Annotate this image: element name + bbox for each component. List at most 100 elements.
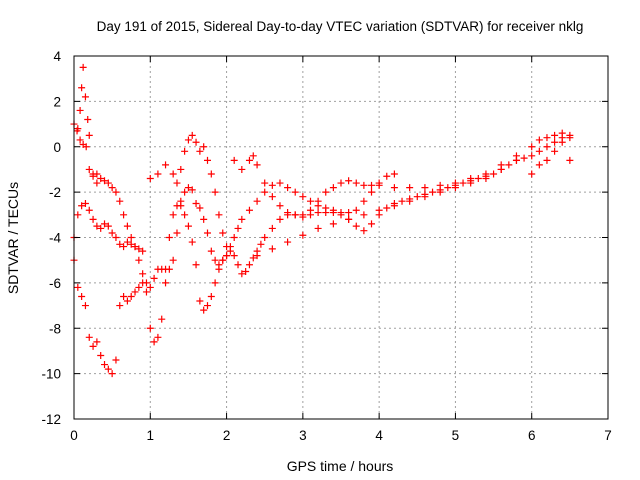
series-track-2 bbox=[70, 120, 398, 346]
data-point bbox=[337, 209, 345, 217]
data-point bbox=[261, 234, 269, 241]
data-points bbox=[70, 63, 574, 378]
data-point bbox=[566, 156, 574, 164]
data-point bbox=[181, 188, 189, 196]
data-point bbox=[184, 222, 192, 230]
data-point bbox=[150, 338, 158, 346]
data-point bbox=[284, 209, 292, 217]
data-point bbox=[165, 234, 173, 241]
data-point bbox=[234, 224, 242, 232]
data-point bbox=[566, 134, 574, 142]
data-point bbox=[436, 181, 444, 189]
data-point bbox=[238, 215, 246, 223]
y-tick-label: 4 bbox=[53, 49, 61, 64]
data-point bbox=[169, 256, 177, 264]
data-point bbox=[184, 136, 192, 144]
data-point bbox=[173, 229, 181, 237]
data-point bbox=[162, 279, 170, 287]
data-point bbox=[390, 202, 398, 210]
data-point bbox=[558, 138, 566, 146]
data-point bbox=[104, 222, 112, 230]
data-point bbox=[97, 351, 105, 359]
data-point bbox=[329, 184, 337, 192]
data-point bbox=[535, 147, 543, 155]
data-point bbox=[79, 63, 87, 71]
data-point bbox=[120, 243, 128, 251]
data-point bbox=[204, 156, 211, 164]
data-point bbox=[551, 147, 559, 155]
data-point bbox=[154, 170, 162, 178]
data-point bbox=[120, 211, 128, 219]
data-point bbox=[112, 234, 120, 241]
data-point bbox=[238, 270, 246, 278]
data-point bbox=[177, 165, 185, 173]
data-point bbox=[127, 240, 135, 248]
data-point bbox=[135, 245, 143, 253]
data-point bbox=[146, 324, 154, 332]
data-point bbox=[245, 156, 253, 164]
data-point bbox=[108, 370, 116, 378]
data-point bbox=[230, 234, 238, 241]
data-point bbox=[123, 222, 131, 230]
data-point bbox=[116, 197, 124, 205]
data-point bbox=[345, 215, 353, 223]
data-point bbox=[200, 143, 208, 151]
data-point bbox=[242, 268, 250, 276]
data-point bbox=[97, 224, 105, 232]
data-point bbox=[352, 206, 360, 214]
data-point bbox=[360, 211, 368, 219]
data-point bbox=[421, 193, 429, 201]
data-point bbox=[196, 297, 204, 305]
data-point bbox=[120, 292, 128, 300]
data-point bbox=[108, 229, 116, 237]
data-point bbox=[375, 181, 383, 189]
data-point bbox=[112, 188, 120, 196]
data-point bbox=[467, 179, 475, 187]
data-point bbox=[158, 315, 166, 323]
data-point bbox=[215, 211, 223, 219]
data-point bbox=[196, 147, 204, 155]
data-point bbox=[78, 292, 86, 300]
data-point bbox=[322, 188, 330, 196]
data-point bbox=[368, 181, 376, 189]
data-point bbox=[104, 365, 112, 373]
data-point bbox=[249, 152, 257, 160]
data-point bbox=[223, 243, 231, 251]
data-point bbox=[520, 154, 528, 162]
data-point bbox=[135, 283, 143, 291]
data-point bbox=[451, 184, 459, 192]
data-point bbox=[474, 175, 482, 183]
data-point bbox=[375, 206, 383, 214]
data-point bbox=[181, 211, 189, 219]
data-point bbox=[314, 224, 322, 232]
data-point bbox=[123, 297, 131, 305]
data-point bbox=[329, 220, 337, 228]
data-point bbox=[238, 165, 246, 173]
data-point bbox=[551, 138, 559, 146]
data-point bbox=[291, 211, 299, 219]
data-point bbox=[127, 234, 135, 241]
data-point bbox=[219, 229, 227, 237]
data-point bbox=[93, 338, 101, 346]
data-point bbox=[276, 215, 284, 223]
data-point bbox=[81, 302, 89, 310]
data-point bbox=[253, 252, 261, 260]
data-point bbox=[299, 231, 307, 239]
data-point bbox=[146, 283, 154, 291]
data-point bbox=[322, 204, 330, 212]
data-point bbox=[253, 197, 261, 205]
data-point bbox=[429, 188, 437, 196]
data-point bbox=[543, 143, 551, 151]
data-point bbox=[177, 202, 185, 210]
data-point bbox=[223, 252, 231, 260]
data-point bbox=[306, 206, 314, 214]
data-point bbox=[139, 247, 147, 255]
data-point bbox=[181, 147, 189, 155]
data-point bbox=[413, 193, 421, 201]
data-point bbox=[398, 197, 406, 205]
data-point bbox=[352, 179, 360, 187]
data-point bbox=[89, 342, 97, 350]
data-point bbox=[85, 206, 93, 214]
data-point bbox=[276, 202, 284, 210]
data-point bbox=[261, 188, 269, 196]
